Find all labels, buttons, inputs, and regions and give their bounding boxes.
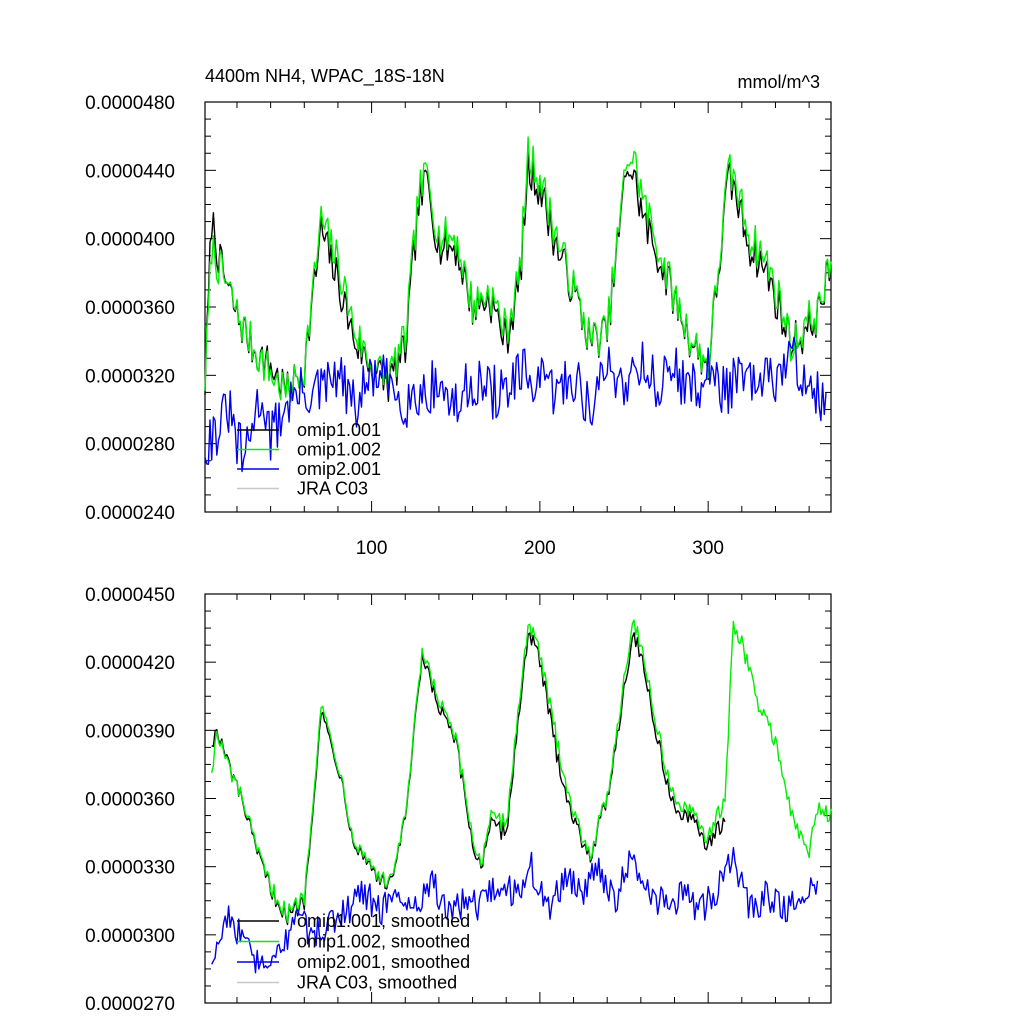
bottom-plot-area: 0.0000270 0.0000300 0.0000330 0.0000360 0.00… xyxy=(85,585,832,1015)
y-tick-label: 0.0000330 xyxy=(85,858,175,879)
top-panel: 4400m NH4, WPAC_18S-18N mmol/m^3 0.00002… xyxy=(85,66,832,559)
top-plot-area: 0.0000240 0.0000280 0.0000320 0.0000360 0.00… xyxy=(85,93,832,559)
x-tick-label: 300 xyxy=(692,538,724,559)
legend-label: JRA C03 xyxy=(297,479,368,499)
legend-label: omip1.002 xyxy=(297,440,381,460)
y-tick-label: 0.0000240 xyxy=(85,503,175,524)
legend-label: omip1.002, smoothed xyxy=(297,932,470,952)
legend-label: omip2.001 xyxy=(297,459,381,479)
x-tick-label: 200 xyxy=(524,538,556,559)
series-line-1 xyxy=(211,632,726,926)
top-panel-title: 4400m NH4, WPAC_18S-18N xyxy=(205,66,445,87)
y-tick-label: 0.0000450 xyxy=(85,585,175,606)
y-tick-label: 0.0000300 xyxy=(85,926,175,947)
y-tick-label: 0.0000440 xyxy=(85,161,175,182)
top-panel-units: mmol/m^3 xyxy=(738,72,820,92)
legend-label: JRA C03, smoothed xyxy=(297,973,457,993)
series-line-2 xyxy=(204,136,832,403)
y-tick-label: 0.0000360 xyxy=(85,298,175,319)
y-tick-label: 0.0000360 xyxy=(85,790,175,811)
legend-label: omip1.001 xyxy=(297,420,381,440)
y-tick-label: 0.0000270 xyxy=(85,994,175,1015)
y-tick-label: 0.0000480 xyxy=(85,93,175,114)
y-tick-label: 0.0000280 xyxy=(85,435,175,456)
y-tick-label: 0.0000390 xyxy=(85,721,175,742)
y-tick-label: 0.0000320 xyxy=(85,366,175,387)
bottom-panel: 0.0000270 0.0000300 0.0000330 0.0000360 0.00… xyxy=(85,585,832,1015)
legend-label: omip2.001, smoothed xyxy=(297,952,470,972)
series-line-3 xyxy=(211,847,819,974)
y-tick-label: 0.0000400 xyxy=(85,230,175,251)
legend-label: omip1.001, smoothed xyxy=(297,911,470,931)
y-tick-label: 0.0000420 xyxy=(85,653,175,674)
series-line-2 xyxy=(211,619,832,923)
series-line-3 xyxy=(204,336,827,473)
x-tick-label: 100 xyxy=(356,538,388,559)
